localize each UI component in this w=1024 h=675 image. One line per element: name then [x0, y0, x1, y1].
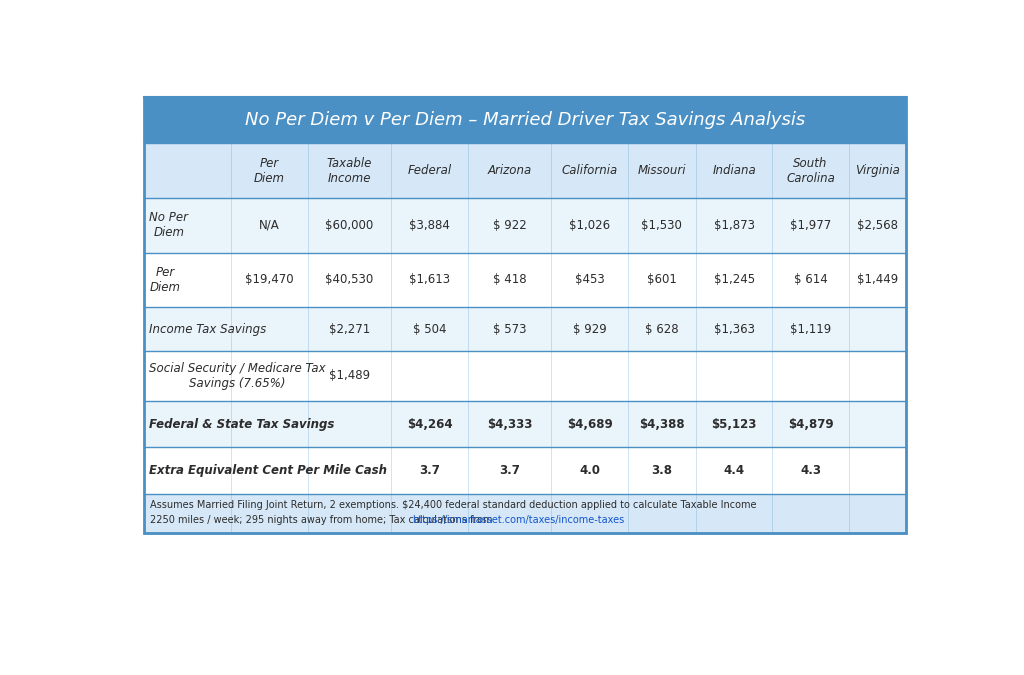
Text: Taxable
Income: Taxable Income	[327, 157, 373, 185]
Text: $453: $453	[574, 273, 604, 286]
FancyBboxPatch shape	[143, 494, 905, 533]
Text: $1,873: $1,873	[714, 219, 755, 232]
Text: $ 504: $ 504	[413, 323, 446, 335]
Text: $1,977: $1,977	[790, 219, 831, 232]
Text: $ 418: $ 418	[493, 273, 526, 286]
Text: $4,388: $4,388	[639, 418, 685, 431]
Text: $1,026: $1,026	[569, 219, 610, 232]
Text: Assumes Married Filing Joint Return, 2 exemptions. $24,400 federal standard dedu: Assumes Married Filing Joint Return, 2 e…	[151, 500, 757, 510]
Text: $1,245: $1,245	[714, 273, 755, 286]
Text: 3.7: 3.7	[499, 464, 520, 477]
Text: $40,530: $40,530	[326, 273, 374, 286]
Text: $60,000: $60,000	[326, 219, 374, 232]
FancyBboxPatch shape	[143, 307, 905, 351]
FancyBboxPatch shape	[143, 351, 905, 401]
Text: South
Carolina: South Carolina	[786, 157, 835, 185]
Text: $5,123: $5,123	[712, 418, 757, 431]
Text: $3,884: $3,884	[410, 219, 450, 232]
Text: N/A: N/A	[259, 219, 280, 232]
Text: Social Security / Medicare Tax
Savings (7.65%): Social Security / Medicare Tax Savings (…	[150, 362, 326, 390]
Text: $4,879: $4,879	[787, 418, 834, 431]
Text: Income Tax Savings: Income Tax Savings	[150, 323, 266, 335]
Text: $4,264: $4,264	[407, 418, 453, 431]
Text: $4,689: $4,689	[566, 418, 612, 431]
Text: 3.8: 3.8	[651, 464, 673, 477]
Text: https://smartasset.com/taxes/income-taxes: https://smartasset.com/taxes/income-taxe…	[412, 514, 625, 524]
Text: No Per Diem v Per Diem – Married Driver Tax Savings Analysis: No Per Diem v Per Diem – Married Driver …	[245, 111, 805, 129]
Text: $19,470: $19,470	[246, 273, 294, 286]
Text: $1,119: $1,119	[790, 323, 831, 335]
Text: $1,363: $1,363	[714, 323, 755, 335]
Text: $ 929: $ 929	[572, 323, 606, 335]
Text: $ 922: $ 922	[493, 219, 526, 232]
Text: $2,271: $2,271	[329, 323, 371, 335]
Text: 4.4: 4.4	[724, 464, 744, 477]
Text: 4.3: 4.3	[800, 464, 821, 477]
Text: $ 628: $ 628	[645, 323, 679, 335]
Text: $601: $601	[647, 273, 677, 286]
Text: 2250 miles / week; 295 nights away from home; Tax calculations from: 2250 miles / week; 295 nights away from …	[151, 514, 496, 524]
Text: Extra Equivalent Cent Per Mile Cash: Extra Equivalent Cent Per Mile Cash	[150, 464, 387, 477]
Text: $2,568: $2,568	[857, 219, 898, 232]
Text: Per
Diem: Per Diem	[254, 157, 285, 185]
FancyBboxPatch shape	[143, 401, 905, 448]
Text: California: California	[561, 164, 617, 177]
FancyBboxPatch shape	[143, 198, 905, 252]
Text: Missouri: Missouri	[638, 164, 686, 177]
FancyBboxPatch shape	[143, 143, 905, 198]
Text: 4.0: 4.0	[579, 464, 600, 477]
FancyBboxPatch shape	[143, 97, 905, 143]
Text: 3.7: 3.7	[419, 464, 440, 477]
Text: $ 573: $ 573	[493, 323, 526, 335]
Text: $ 614: $ 614	[794, 273, 827, 286]
Text: Per
Diem: Per Diem	[150, 266, 180, 294]
Text: Arizona: Arizona	[487, 164, 531, 177]
Text: Indiana: Indiana	[713, 164, 756, 177]
FancyBboxPatch shape	[143, 252, 905, 307]
FancyBboxPatch shape	[143, 448, 905, 494]
Text: Federal & State Tax Savings: Federal & State Tax Savings	[150, 418, 335, 431]
Text: $4,333: $4,333	[486, 418, 532, 431]
Text: $1,530: $1,530	[641, 219, 682, 232]
Text: No Per
Diem: No Per Diem	[150, 211, 188, 239]
Text: Virginia: Virginia	[855, 164, 900, 177]
Text: $1,489: $1,489	[329, 369, 370, 383]
Text: $1,613: $1,613	[409, 273, 451, 286]
Text: $1,449: $1,449	[856, 273, 898, 286]
Text: Federal: Federal	[408, 164, 452, 177]
